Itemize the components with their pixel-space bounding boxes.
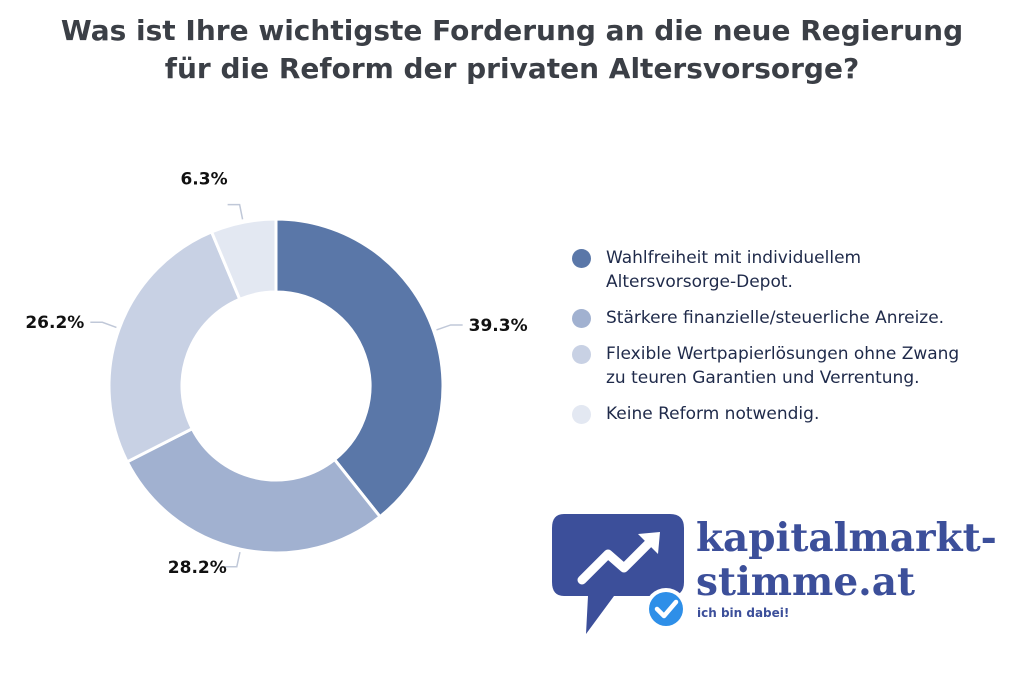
chart-title: Was ist Ihre wichtigste Forderung an die… (0, 12, 1024, 88)
legend-swatch-2 (572, 309, 591, 328)
value-label-1: 39.3% (469, 316, 528, 336)
leader-line-3 (90, 321, 117, 329)
legend-swatch-4 (572, 405, 591, 424)
legend-label-3-line-2: zu teuren Garantien und Verrentung. (606, 368, 920, 388)
legend-item-2: Stärkere finanzielle/steuerliche Anreize… (572, 306, 1012, 330)
chart-title-line-1: Was ist Ihre wichtigste Forderung an die… (60, 14, 964, 47)
legend-label-4-line-1: Keine Reform notwendig. (606, 404, 820, 424)
donut-slice-3 (107, 229, 242, 464)
legend-label-2-line-1: Stärkere finanzielle/steuerliche Anreize… (606, 308, 945, 328)
donut-slice-4 (209, 217, 278, 302)
kapitalmarkt-stimme-logo: kapitalmarkt- stimme.at ich bin dabei! (552, 512, 1012, 642)
legend-label-4: Keine Reform notwendig. (606, 402, 1012, 426)
legend-label-1-line-2: Altersvorsorge-Depot. (606, 272, 793, 292)
logo-wordmark-line-2: stimme.at (696, 559, 915, 605)
chart-legend: Wahlfreiheit mit individuellem Altersvors… (572, 246, 1012, 438)
chat-bubble-trend-arrow-icon (552, 514, 687, 634)
legend-item-3: Flexible Wertpapierlösungen ohne Zwang zu… (572, 342, 1012, 390)
legend-item-4: Keine Reform notwendig. (572, 402, 1012, 426)
logo-tagline: ich bin dabei! (697, 606, 790, 620)
donut-chart: 39.3% 28.2% 26.2% 6.3% (25, 170, 528, 578)
leader-line-2 (224, 551, 241, 568)
legend-label-3-line-1: Flexible Wertpapierlösungen ohne Zwang (606, 344, 960, 364)
value-label-4: 6.3% (180, 170, 227, 190)
value-label-2: 28.2% (168, 558, 227, 578)
legend-label-3: Flexible Wertpapierlösungen ohne Zwang zu… (606, 342, 1012, 390)
legend-label-1: Wahlfreiheit mit individuellem Altersvors… (606, 246, 1012, 294)
logo-wordmark-line-1: kapitalmarkt- (696, 515, 997, 561)
legend-swatch-1 (572, 249, 591, 268)
value-label-3: 26.2% (25, 313, 84, 333)
legend-label-1-line-1: Wahlfreiheit mit individuellem (606, 248, 862, 268)
leader-line-4 (227, 203, 244, 220)
donut-slice-2 (125, 426, 383, 555)
legend-item-1: Wahlfreiheit mit individuellem Altersvors… (572, 246, 1012, 294)
legend-swatch-3 (572, 345, 591, 364)
chart-title-line-2: für die Reform der privaten Altersvorsor… (164, 52, 860, 85)
donut-slice-1 (274, 217, 445, 519)
leader-line-1 (436, 324, 463, 331)
check-badge-icon (645, 588, 687, 630)
legend-label-2: Stärkere finanzielle/steuerliche Anreize… (606, 306, 1012, 330)
